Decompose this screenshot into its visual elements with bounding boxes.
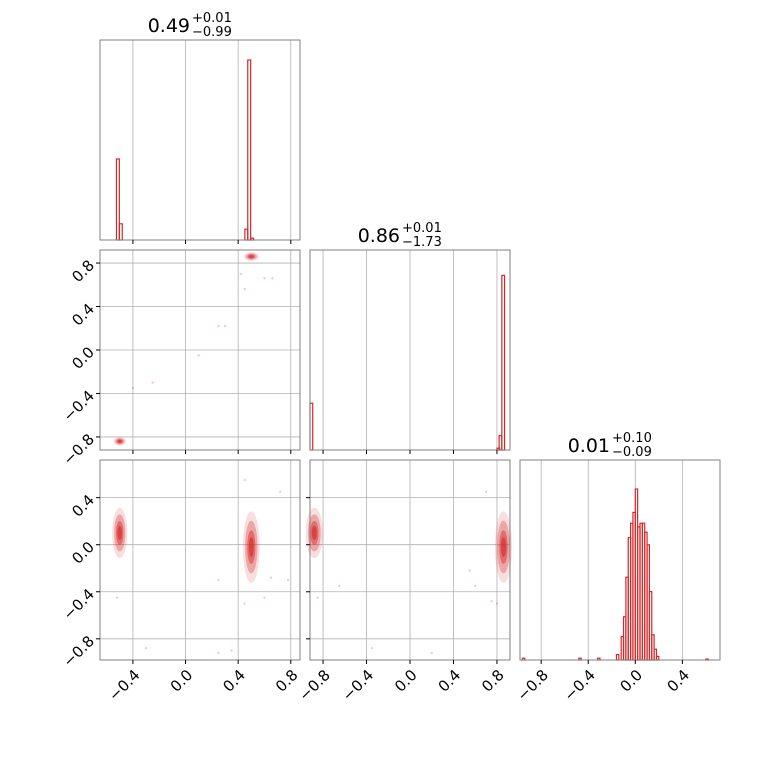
- y-tick-label: −0.4: [60, 585, 98, 623]
- scatter-point: [263, 596, 266, 599]
- y-tick-label: 0.4: [68, 300, 98, 330]
- density-contour: [311, 525, 317, 540]
- y-tick-label: 0.4: [68, 491, 98, 521]
- y-tick-label: 0.0: [68, 538, 98, 568]
- panel-0-0: [132, 40, 292, 240]
- histogram-bar: [615, 653, 620, 661]
- panel-frame: [99, 39, 301, 241]
- param-title-value: 0.01: [568, 435, 610, 457]
- scatter-point: [468, 569, 471, 572]
- histogram-bar: [655, 655, 660, 661]
- density-contour: [117, 525, 123, 540]
- x-tick-label: 0.0: [167, 666, 197, 696]
- scatter-point: [197, 354, 200, 357]
- histogram-bar: [501, 274, 506, 451]
- x-tick-label: −0.4: [560, 666, 598, 704]
- panel-1-1: [322, 250, 498, 450]
- x-tick-label: 0.4: [219, 666, 249, 696]
- panel-2-0: [100, 460, 300, 660]
- param-title-minus: −0.09: [612, 445, 652, 460]
- scatter-point: [217, 651, 220, 655]
- scatter-point: [269, 576, 273, 579]
- x-tick-label: 0.0: [616, 666, 646, 696]
- scatter-point: [131, 386, 135, 390]
- scatter-point: [490, 599, 493, 603]
- param-title-plus: +0.10: [612, 431, 652, 446]
- scatter-point: [217, 578, 220, 582]
- scatter-point: [243, 602, 246, 605]
- y-tick-label: −0.8: [60, 632, 98, 670]
- scatter-point: [474, 584, 477, 588]
- y-tick-label: −0.8: [60, 430, 98, 468]
- histogram-bar: [247, 59, 252, 241]
- density-contour: [249, 255, 254, 258]
- param-title-minus: −1.73: [402, 235, 442, 250]
- scatter-point: [243, 478, 246, 482]
- density-contour: [248, 537, 254, 557]
- panel-1-0: [100, 250, 300, 450]
- scatter-point: [338, 584, 341, 588]
- x-tick-label: 0.4: [664, 666, 694, 696]
- scatter-point: [316, 596, 319, 599]
- scatter-point: [230, 649, 233, 652]
- panel-frame: [519, 459, 721, 661]
- scatter-point: [151, 381, 154, 384]
- param-title-plus: +0.01: [402, 221, 442, 236]
- x-tick-label: −0.4: [339, 666, 377, 704]
- density-contour: [500, 537, 507, 557]
- scatter-point: [263, 277, 266, 280]
- param-title-plus: +0.01: [192, 11, 232, 26]
- scatter-point: [279, 490, 282, 493]
- histogram-bar: [118, 223, 123, 241]
- scatter-point: [286, 578, 290, 582]
- scatter-point: [495, 602, 499, 605]
- x-tick-label: −0.8: [295, 666, 333, 704]
- param-title-value: 0.86: [358, 225, 400, 247]
- panel-2-2: [540, 460, 683, 660]
- x-tick-label: −0.4: [105, 666, 143, 704]
- scatter-point: [271, 277, 274, 280]
- scatter-point: [239, 272, 242, 276]
- panel-frame: [99, 459, 301, 661]
- param-title-value: 0.49: [148, 15, 190, 37]
- x-tick-label: 0.0: [391, 666, 421, 696]
- scatter-point: [430, 651, 433, 655]
- scatter-point: [115, 596, 119, 599]
- scatter-point: [243, 287, 246, 291]
- y-tick-label: −0.4: [60, 387, 98, 425]
- x-tick-label: −0.8: [513, 666, 551, 704]
- density-contour: [117, 439, 122, 443]
- scatter-point: [484, 490, 488, 493]
- x-tick-label: 0.8: [478, 666, 508, 696]
- scatter-point: [217, 324, 220, 328]
- param-title-minus: −0.99: [192, 25, 232, 40]
- scatter-point: [223, 324, 227, 328]
- y-tick-label: 0.8: [68, 256, 98, 286]
- panel-2-1: [310, 460, 510, 660]
- scatter-point: [370, 647, 374, 650]
- scatter-point: [144, 647, 148, 650]
- y-tick-label: 0.0: [68, 343, 98, 373]
- x-tick-label: 0.4: [435, 666, 465, 696]
